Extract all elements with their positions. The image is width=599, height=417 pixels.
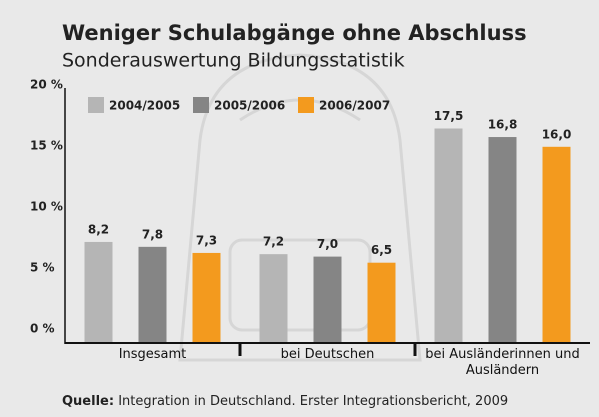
- legend-swatch: [298, 97, 314, 113]
- bar: [85, 242, 113, 342]
- legend-swatch: [88, 97, 104, 113]
- bar: [314, 257, 342, 342]
- chart-title: Weniger Schulabgänge ohne Abschluss: [62, 21, 527, 45]
- legend-label: 2004/2005: [109, 99, 180, 113]
- bar: [368, 263, 396, 342]
- value-label: 16,8: [488, 118, 518, 132]
- source-text: Integration in Deutschland. Erster Integ…: [118, 394, 508, 409]
- x-tick-label: bei Deutschen: [243, 347, 413, 363]
- y-tick-label: 20 %: [30, 78, 63, 92]
- value-label: 7,3: [196, 233, 217, 247]
- value-label: 16,0: [542, 127, 572, 141]
- source: Quelle: Integration in Deutschland. Erst…: [62, 394, 508, 409]
- y-tick-label: 15 %: [30, 139, 63, 153]
- bar: [435, 129, 463, 343]
- value-label: 7,0: [317, 237, 338, 251]
- bar: [193, 253, 221, 342]
- bar: [260, 254, 288, 342]
- legend-label: 2006/2007: [319, 99, 390, 113]
- value-label: 7,8: [142, 227, 163, 241]
- x-tick-label: bei Ausländerinnen und Ausländern: [418, 347, 588, 379]
- value-label: 7,2: [263, 235, 284, 249]
- value-label: 17,5: [434, 109, 464, 123]
- chart-page: Weniger Schulabgänge ohne Abschluss Sond…: [0, 0, 599, 417]
- source-label: Quelle:: [62, 394, 114, 409]
- value-label: 6,5: [371, 243, 392, 257]
- y-tick-label: 10 %: [30, 200, 63, 214]
- legend-swatch: [193, 97, 209, 113]
- bar: [489, 137, 517, 342]
- legend-label: 2005/2006: [214, 99, 285, 113]
- bar: [139, 247, 167, 342]
- chart-subtitle: Sonderauswertung Bildungsstatistik: [62, 50, 405, 72]
- value-label: 8,2: [88, 222, 109, 236]
- y-tick-label: 0 %: [30, 322, 55, 336]
- y-tick-label: 5 %: [30, 261, 55, 275]
- x-tick-label: Insgesamt: [68, 347, 238, 363]
- bar: [543, 147, 571, 342]
